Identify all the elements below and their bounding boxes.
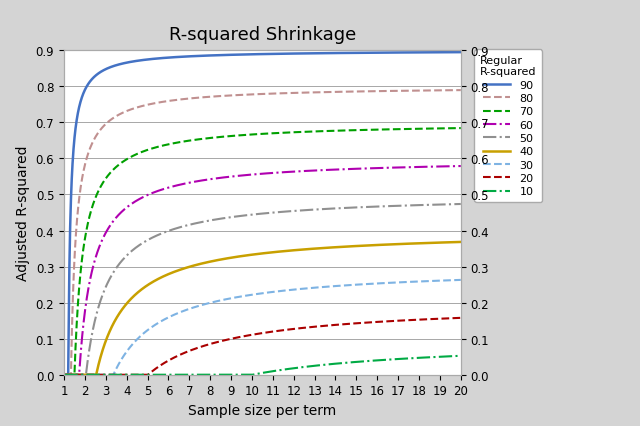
20 — [243, 334, 250, 339]
70 — [372, 128, 380, 133]
60 — [372, 166, 380, 171]
10 — [243, 372, 250, 377]
30 — [253, 292, 260, 297]
10 — [253, 371, 260, 377]
Y-axis label: Adjusted R-squared: Adjusted R-squared — [16, 145, 30, 281]
60 — [445, 164, 453, 170]
40 — [372, 243, 380, 248]
30 — [81, 372, 88, 377]
50 — [253, 212, 260, 217]
30 — [457, 278, 465, 283]
60 — [243, 173, 250, 178]
90 — [445, 51, 453, 56]
10 — [445, 354, 453, 359]
Line: 90: 90 — [66, 53, 461, 375]
10 — [81, 372, 88, 377]
Legend: 90, 80, 70, 60, 50, 40, 30, 20, 10: 90, 80, 70, 60, 50, 40, 30, 20, 10 — [474, 50, 542, 202]
60 — [445, 164, 453, 170]
70 — [445, 127, 453, 132]
40 — [457, 240, 465, 245]
20 — [81, 372, 88, 377]
30 — [445, 278, 453, 283]
X-axis label: Sample size per term: Sample size per term — [188, 403, 337, 417]
30 — [243, 294, 250, 299]
Line: 40: 40 — [65, 242, 461, 375]
50 — [81, 372, 88, 377]
20 — [457, 316, 465, 321]
10 — [457, 354, 465, 359]
80 — [445, 89, 453, 94]
10 — [372, 358, 380, 363]
30 — [372, 281, 380, 286]
90 — [457, 50, 465, 55]
80 — [81, 166, 88, 171]
20 — [253, 331, 260, 337]
50 — [445, 202, 453, 207]
80 — [243, 93, 250, 98]
70 — [81, 241, 88, 246]
Line: 50: 50 — [65, 204, 461, 375]
Line: 20: 20 — [65, 318, 461, 375]
Line: 10: 10 — [65, 356, 461, 375]
40 — [243, 253, 250, 258]
60 — [457, 164, 465, 169]
50 — [445, 202, 453, 207]
40 — [81, 372, 88, 377]
60 — [81, 314, 88, 320]
40 — [253, 252, 260, 257]
Line: 60: 60 — [65, 167, 461, 375]
70 — [457, 126, 465, 131]
80 — [445, 89, 453, 94]
80 — [372, 89, 380, 95]
Title: R-squared Shrinkage: R-squared Shrinkage — [169, 26, 356, 44]
70 — [253, 132, 260, 138]
Line: 70: 70 — [65, 129, 461, 375]
10 — [445, 354, 453, 359]
90 — [445, 51, 453, 56]
80 — [253, 92, 260, 98]
50 — [457, 202, 465, 207]
70 — [243, 133, 250, 138]
50 — [243, 213, 250, 218]
80 — [457, 88, 465, 93]
90 — [253, 52, 260, 58]
40 — [445, 240, 453, 245]
20 — [445, 316, 453, 321]
70 — [445, 127, 453, 132]
50 — [372, 204, 380, 210]
60 — [253, 172, 260, 177]
40 — [445, 240, 453, 245]
20 — [372, 320, 380, 325]
90 — [243, 53, 250, 58]
30 — [445, 278, 453, 283]
Line: 80: 80 — [66, 91, 461, 375]
Line: 30: 30 — [65, 280, 461, 375]
20 — [445, 316, 453, 321]
90 — [81, 89, 88, 95]
90 — [372, 51, 380, 56]
